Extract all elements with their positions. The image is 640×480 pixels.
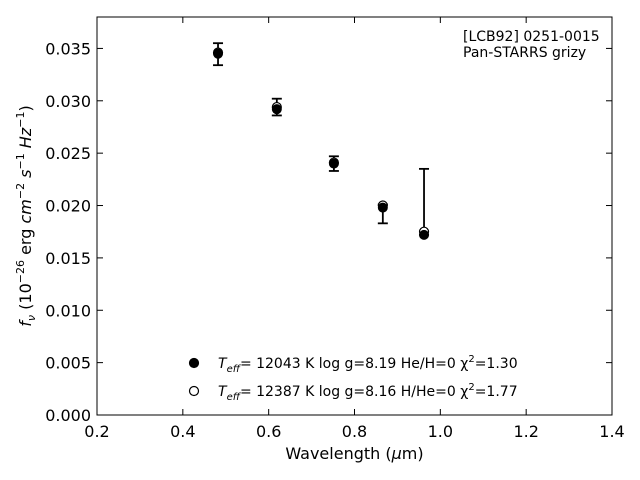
legend: Teff= 12043 K log g=8.19 He/H=0 χ2=1.30 …: [188, 354, 518, 403]
x-tick-label: 0.8: [342, 422, 367, 441]
filled-model-point: [328, 158, 339, 169]
x-axis-label: Wavelength (μm): [285, 444, 423, 463]
y-tick-label: 0.015: [45, 249, 91, 268]
x-tick-label: 0.2: [84, 422, 109, 441]
filled-model-point: [271, 104, 282, 115]
legend-marker-open: [188, 385, 200, 397]
y-tick-label: 0.020: [45, 197, 91, 216]
y-axis-ticks: 0.000 0.005 0.010 0.015 0.020 0.025 0.030 0.035: [45, 39, 612, 425]
y-tick-label: 0.030: [45, 92, 91, 111]
data-markers: [212, 47, 430, 240]
corner-annotation-line-1: [LCB92] 0251-0015: [463, 29, 600, 45]
filled-model-point: [377, 202, 388, 213]
x-tick-label: 1.4: [599, 422, 624, 441]
x-tick-label: 0.6: [256, 422, 281, 441]
y-axis-label: fν (10−26 erg cm−2 s−1 Hz−1): [14, 105, 38, 326]
y-tick-label: 0.010: [45, 301, 91, 320]
filled-model-point: [213, 48, 224, 59]
legend-marker-filled: [188, 357, 200, 369]
corner-annotation-line-2: Pan-STARRS grizy: [463, 45, 586, 61]
y-tick-label: 0.000: [45, 406, 91, 425]
x-axis-ticks: 0.2 0.4 0.6 0.8 1.0 1.2 1.4: [84, 17, 625, 441]
y-tick-label: 0.035: [45, 39, 91, 58]
x-tick-label: 1.0: [428, 422, 453, 441]
plot-area: [96, 16, 613, 416]
legend-entry-2: Teff= 12387 K log g=8.16 H/He=0 χ2=1.77: [218, 382, 518, 403]
legend-entry-1: Teff= 12043 K log g=8.19 He/H=0 χ2=1.30: [218, 354, 518, 375]
filled-model-point: [419, 229, 430, 240]
x-tick-label: 0.4: [170, 422, 195, 441]
x-tick-label: 1.2: [513, 422, 538, 441]
y-tick-label: 0.005: [45, 354, 91, 373]
y-tick-label: 0.025: [45, 144, 91, 163]
